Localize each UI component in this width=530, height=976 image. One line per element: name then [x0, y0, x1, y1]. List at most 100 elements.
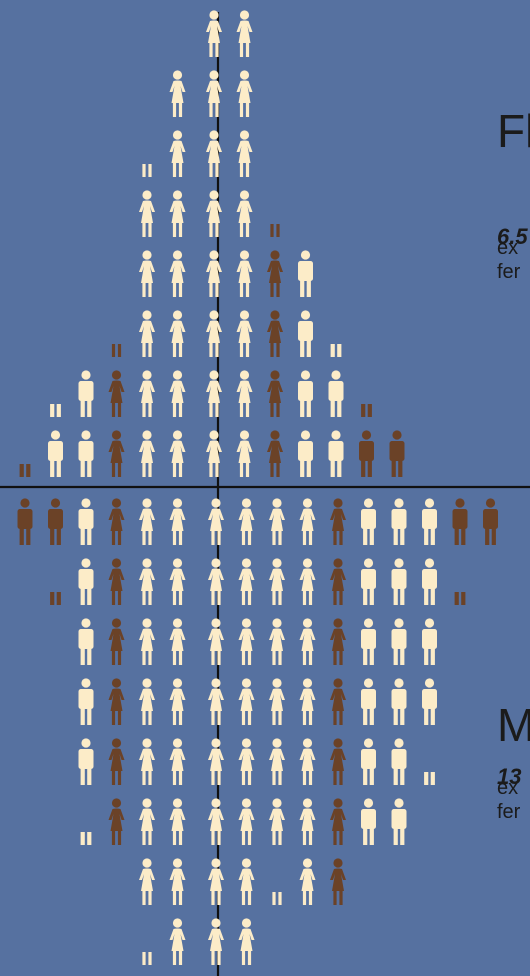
bottom-icon-c9-r6 — [269, 798, 285, 845]
bottom-icon-c5-r6 — [139, 798, 155, 845]
top-icon-c7-r3 — [206, 310, 222, 357]
bottom-icon-c7-r7 — [208, 858, 224, 905]
top-icon-c6-r4 — [169, 250, 186, 297]
top-icon-c6-r3 — [169, 310, 186, 357]
top-icon-c10-r2 — [298, 370, 313, 417]
bottom-icon-c10-r1 — [299, 498, 316, 545]
bottom-icon-c13-r2 — [391, 558, 407, 605]
bottom-icon-c6-r8 — [169, 918, 186, 965]
bottom-icon-c8-r8 — [238, 918, 255, 965]
top-icon-c9-r5 — [270, 224, 280, 237]
bottom-icon-c2-r2 — [50, 592, 61, 605]
bottom-icon-c4-r2 — [108, 558, 125, 605]
bottom-icon-c3-r5 — [78, 738, 94, 785]
bottom-icon-c13-r6 — [391, 798, 407, 845]
bottom-icon-c10-r4 — [299, 678, 316, 725]
bottom-icon-c13-r5 — [391, 738, 407, 785]
bottom-icon-c8-r3 — [238, 618, 255, 665]
top-icon-c7-r2 — [206, 370, 222, 417]
top-icon-c8-r4 — [236, 250, 253, 297]
bottom-icon-c11-r2 — [330, 558, 346, 605]
bottom-icon-c8-r2 — [238, 558, 255, 605]
top-icon-c8-r3 — [236, 310, 253, 357]
bottom-icon-c11-r1 — [330, 498, 346, 545]
bottom-icon-c2-r1 — [48, 498, 63, 545]
top-icon-c8-r8 — [236, 10, 253, 57]
bottom-icon-c6-r5 — [169, 738, 186, 785]
bottom-icon-c4-r3 — [108, 618, 125, 665]
top-icon-c12-r1 — [359, 430, 374, 477]
top-icon-c10-r3 — [298, 310, 313, 357]
top-icon-c8-r6 — [236, 130, 253, 177]
bottom-icon-c12-r4 — [361, 678, 376, 725]
bottom-icon-c11-r4 — [330, 678, 346, 725]
top-icon-c6-r5 — [169, 190, 186, 237]
bottom-icon-c7-r1 — [208, 498, 224, 545]
top-icon-c8-r1 — [236, 430, 253, 477]
top-icon-c5-r5 — [139, 190, 155, 237]
female-panel-text-line-2: fer — [497, 261, 521, 283]
bottom-icon-c8-r7 — [238, 858, 255, 905]
bottom-icon-c14-r1 — [422, 498, 437, 545]
top-icon-c7-r5 — [206, 190, 222, 237]
bottom-icon-c7-r3 — [208, 618, 224, 665]
bottom-icon-c12-r6 — [361, 798, 376, 845]
top-icon-c3-r2 — [78, 370, 94, 417]
top-icon-c9-r2 — [267, 370, 283, 417]
top-icon-c9-r4 — [267, 250, 283, 297]
bottom-icon-c14-r5 — [424, 772, 435, 785]
bottom-icon-c3-r6 — [80, 832, 92, 845]
bottom-icon-c15-r1 — [452, 498, 468, 545]
bottom-icon-c12-r1 — [361, 498, 376, 545]
bottom-icon-c5-r3 — [139, 618, 155, 665]
bottom-icon-c4-r6 — [108, 798, 125, 845]
top-icon-c7-r7 — [206, 70, 222, 117]
bottom-icon-c9-r1 — [269, 498, 285, 545]
bottom-icon-c13-r3 — [391, 618, 407, 665]
male-panel-text-line-1: ex — [497, 777, 519, 799]
bottom-icon-c6-r3 — [169, 618, 186, 665]
top-icon-c13-r1 — [389, 430, 405, 477]
bottom-icon-c9-r4 — [269, 678, 285, 725]
top-icon-c11-r2 — [328, 370, 344, 417]
bottom-icon-c10-r2 — [299, 558, 316, 605]
top-icon-c6-r7 — [169, 70, 186, 117]
top-icon-c7-r6 — [206, 130, 222, 177]
bottom-icon-c7-r4 — [208, 678, 224, 725]
bottom-icon-c13-r1 — [391, 498, 407, 545]
bottom-icon-c5-r5 — [139, 738, 155, 785]
top-icon-c9-r3 — [267, 310, 283, 357]
top-icon-c9-r1 — [267, 430, 283, 477]
bottom-icon-c9-r7 — [272, 892, 282, 905]
bottom-icon-c12-r3 — [361, 618, 376, 665]
top-icon-c6-r6 — [169, 130, 186, 177]
top-icon-c3-r1 — [78, 430, 94, 477]
bottom-icon-c8-r5 — [238, 738, 255, 785]
bottom-icon-c10-r7 — [299, 858, 316, 905]
top-icon-c6-r2 — [169, 370, 186, 417]
bottom-icon-c10-r6 — [299, 798, 316, 845]
top-icon-c7-r4 — [206, 250, 222, 297]
bottom-icon-c3-r2 — [78, 558, 94, 605]
top-icon-c8-r7 — [236, 70, 253, 117]
bottom-icon-c7-r8 — [208, 918, 224, 965]
bottom-icon-c5-r7 — [139, 858, 155, 905]
top-icon-c10-r4 — [298, 250, 313, 297]
bottom-icon-c6-r6 — [169, 798, 186, 845]
female-panel-title: Fl — [497, 105, 530, 157]
male-panel-title: M — [497, 699, 530, 751]
bottom-icon-c15-r2 — [454, 592, 466, 605]
bottom-icon-c5-r4 — [139, 678, 155, 725]
top-icon-c2-r2 — [50, 404, 61, 417]
bottom-icon-c7-r6 — [208, 798, 224, 845]
top-icon-c4-r1 — [108, 430, 125, 477]
male-panel-stat: 13 — [497, 764, 522, 789]
male-panel-text-line-2: fer — [497, 801, 521, 823]
bottom-icon-c5-r8 — [142, 952, 152, 965]
bottom-icon-c11-r6 — [330, 798, 346, 845]
bottom-icon-c12-r5 — [361, 738, 376, 785]
bottom-icon-c4-r1 — [108, 498, 125, 545]
bottom-icon-c16-r1 — [483, 498, 498, 545]
bottom-icon-c11-r3 — [330, 618, 346, 665]
top-icon-c11-r3 — [330, 344, 342, 357]
